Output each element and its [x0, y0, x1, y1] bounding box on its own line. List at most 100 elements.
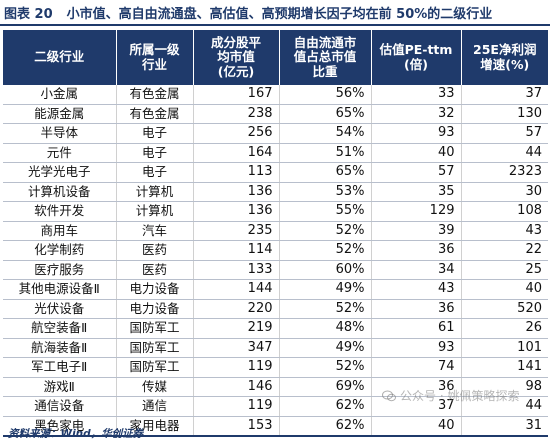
cell-pe-ttm: 93	[370, 338, 461, 358]
cell-industry-l2: 航空装备Ⅱ	[3, 318, 116, 339]
cell-pe-ttm: 37	[370, 396, 461, 417]
cell-avg-market-cap: 136	[192, 182, 279, 202]
cell-industry-l2: 军工电子Ⅱ	[3, 357, 116, 378]
cell-free-float-ratio: 49%	[278, 338, 371, 358]
cell-profit-growth: 31	[460, 416, 548, 437]
cell-profit-growth: 101	[460, 338, 548, 358]
cell-profit-growth: 57	[460, 123, 548, 144]
cell-pe-ttm: 57	[370, 162, 461, 183]
cell-industry-l1: 家用电器	[115, 416, 193, 437]
cell-industry-l1: 电力设备	[115, 299, 193, 319]
cell-avg-market-cap: 119	[192, 357, 279, 378]
table-row: 元件 电子 164 51% 40 44	[3, 143, 548, 163]
cell-pe-ttm: 36	[370, 240, 461, 261]
table-row: 能源金属 有色金属 238 65% 32 130	[3, 104, 548, 124]
cell-free-float-ratio: 52%	[278, 240, 371, 261]
header-industry-l2: 二级行业	[3, 30, 116, 85]
cell-avg-market-cap: 133	[192, 260, 279, 280]
cell-avg-market-cap: 167	[192, 85, 279, 105]
cell-avg-market-cap: 114	[192, 240, 279, 261]
table-row: 小金属 有色金属 167 56% 33 37	[3, 85, 548, 105]
cell-free-float-ratio: 62%	[278, 396, 371, 417]
table-row: 化学制药 医药 114 52% 36 22	[3, 240, 548, 261]
cell-industry-l1: 医药	[115, 240, 193, 261]
cell-profit-growth: 26	[460, 318, 548, 339]
table-row: 军工电子Ⅱ 国防军工 119 52% 74 141	[3, 357, 548, 378]
cell-avg-market-cap: 144	[192, 279, 279, 300]
cell-pe-ttm: 36	[370, 377, 461, 397]
cell-profit-growth: 130	[460, 104, 548, 124]
cell-avg-market-cap: 113	[192, 162, 279, 183]
cell-pe-ttm: 74	[370, 357, 461, 378]
cell-industry-l2: 能源金属	[3, 104, 116, 124]
figure-label: 图表 20	[4, 6, 53, 22]
cell-profit-growth: 44	[460, 396, 548, 417]
cell-free-float-ratio: 52%	[278, 299, 371, 319]
cell-profit-growth: 40	[460, 279, 548, 300]
table-body: 小金属 有色金属 167 56% 33 37 能源金属 有色金属 238 65% 32 130 半导体电…	[3, 85, 548, 437]
cell-pe-ttm: 129	[370, 201, 461, 222]
cell-industry-l2: 其他电源设备Ⅱ	[3, 279, 116, 300]
cell-industry-l1: 国防军工	[115, 338, 193, 358]
cell-pe-ttm: 93	[370, 123, 461, 144]
cell-pe-ttm: 35	[370, 182, 461, 202]
cell-avg-market-cap: 164	[192, 143, 279, 163]
cell-profit-growth: 43	[460, 221, 548, 241]
table-row: 商用车 汽车 235 52% 39 43	[3, 221, 548, 241]
title-bar: 图表 20 小市值、高自由流通盘、高估值、高预期增长因子均在前 50%的二级行业	[0, 0, 550, 26]
cell-free-float-ratio: 54%	[278, 123, 371, 144]
cell-free-float-ratio: 51%	[278, 143, 371, 163]
cell-industry-l2: 半导体	[3, 123, 116, 144]
cell-free-float-ratio: 52%	[278, 221, 371, 241]
cell-industry-l1: 电子	[115, 143, 193, 163]
cell-avg-market-cap: 219	[192, 318, 279, 339]
cell-industry-l1: 国防军工	[115, 357, 193, 378]
cell-profit-growth: 25	[460, 260, 548, 280]
cell-free-float-ratio: 48%	[278, 318, 371, 339]
industry-table: 二级行业 所属一级 行业 成分股平 均市值 (亿元) 自由流通市 值占总市值 比…	[3, 30, 548, 437]
cell-industry-l1: 医药	[115, 260, 193, 280]
cell-pe-ttm: 32	[370, 104, 461, 124]
cell-free-float-ratio: 55%	[278, 201, 371, 222]
cell-profit-growth: 520	[460, 299, 548, 319]
cell-pe-ttm: 61	[370, 318, 461, 339]
cell-free-float-ratio: 69%	[278, 377, 371, 397]
table-row: 航海装备Ⅱ 国防军工 347 49% 93 101	[3, 338, 548, 358]
cell-industry-l2: 通信设备	[3, 396, 116, 417]
cell-industry-l2: 化学制药	[3, 240, 116, 261]
cell-industry-l2: 光伏设备	[3, 299, 116, 319]
table-row: 软件开发 计算机 136 55% 129 108	[3, 201, 548, 222]
cell-profit-growth: 98	[460, 377, 548, 397]
cell-free-float-ratio: 53%	[278, 182, 371, 202]
cell-industry-l1: 国防军工	[115, 318, 193, 339]
cell-avg-market-cap: 238	[192, 104, 279, 124]
cell-profit-growth: 37	[460, 85, 548, 105]
cell-industry-l2: 航海装备Ⅱ	[3, 338, 116, 358]
watermark-text: 公众号 · 姚佩策略探索	[400, 389, 520, 403]
cell-pe-ttm: 36	[370, 299, 461, 319]
cell-free-float-ratio: 65%	[278, 162, 371, 183]
cell-avg-market-cap: 136	[192, 201, 279, 222]
table-row: 医疗服务 医药 133 60% 34 25	[3, 260, 548, 280]
cell-industry-l1: 电子	[115, 162, 193, 183]
cell-avg-market-cap: 347	[192, 338, 279, 358]
cell-free-float-ratio: 65%	[278, 104, 371, 124]
cell-free-float-ratio: 52%	[278, 357, 371, 378]
cell-pe-ttm: 40	[370, 416, 461, 437]
table-row: 黑色家电 家用电器 153 62% 40 31	[3, 416, 548, 437]
table-row: 游戏Ⅱ 传媒 146 69% 36 98	[3, 377, 548, 397]
header-industry-l1: 所属一级 行业	[115, 30, 193, 85]
table-row: 航空装备Ⅱ 国防军工 219 48% 61 26	[3, 318, 548, 339]
cell-industry-l1: 汽车	[115, 221, 193, 241]
cell-free-float-ratio: 62%	[278, 416, 371, 437]
table-row: 光学光电子 电子 113 65% 57 2323	[3, 162, 548, 183]
table-row: 光伏设备 电力设备 220 52% 36 520	[3, 299, 548, 319]
figure-title: 小市值、高自由流通盘、高估值、高预期增长因子均在前 50%的二级行业	[66, 6, 493, 22]
cell-avg-market-cap: 220	[192, 299, 279, 319]
cell-industry-l2: 小金属	[3, 85, 116, 105]
cell-profit-growth: 22	[460, 240, 548, 261]
cell-profit-growth: 44	[460, 143, 548, 163]
cell-profit-growth: 30	[460, 182, 548, 202]
cell-industry-l2: 游戏Ⅱ	[3, 377, 116, 397]
cell-pe-ttm: 33	[370, 85, 461, 105]
